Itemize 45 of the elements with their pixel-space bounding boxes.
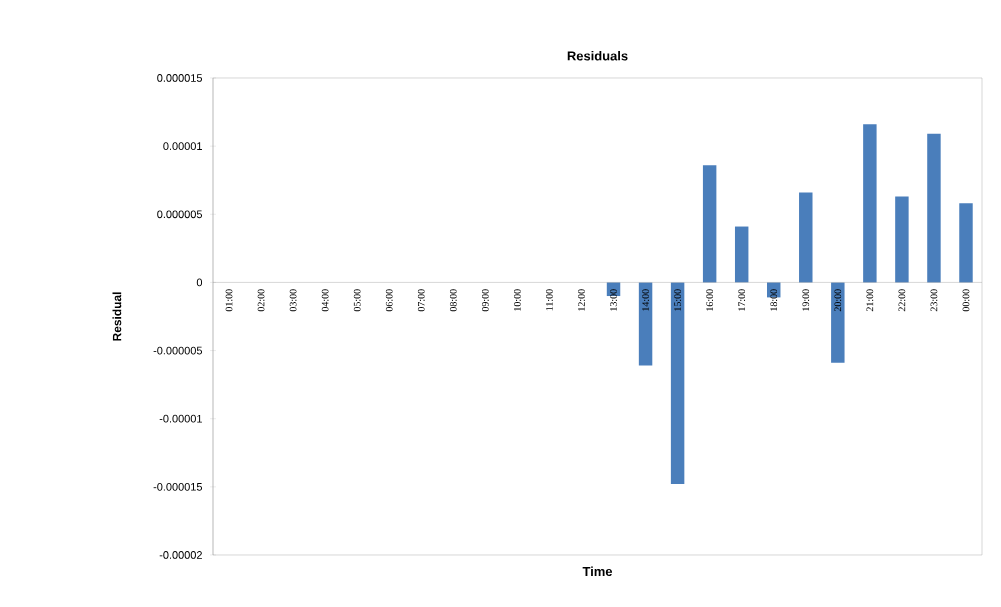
y-tick-label: 0.000015 — [157, 74, 203, 82]
x-tick-label: 06:00 — [385, 289, 393, 312]
y-tick-label: -0.00002 — [159, 551, 202, 559]
x-tick-label: 20:00 — [834, 289, 842, 312]
bar — [831, 282, 845, 363]
x-tick-label: 08:00 — [449, 289, 457, 312]
y-tick-label: -0.00001 — [159, 414, 202, 423]
x-tick-label: 17:00 — [738, 289, 746, 311]
bar — [638, 282, 653, 366]
bar — [799, 192, 813, 283]
x-tick-label: 15:00 — [674, 289, 681, 311]
bar — [927, 133, 941, 283]
x-tick-label: 02:00 — [257, 289, 265, 312]
bar — [959, 203, 973, 283]
x-tick-label: 05:00 — [353, 289, 361, 312]
x-tick-label: 04:00 — [321, 289, 329, 312]
bar — [670, 282, 685, 485]
x-tick-label: 23:00 — [930, 289, 938, 312]
x-tick-label: 22:00 — [898, 289, 906, 312]
x-tick-label: 07:00 — [417, 289, 425, 312]
x-tick-label: 00:00 — [962, 289, 970, 312]
x-tick-label: 19:00 — [802, 289, 810, 311]
x-tick-label: 14:00 — [642, 289, 649, 311]
y-tick-label: 0.00001 — [163, 142, 202, 151]
x-tick-label: 01:00 — [225, 289, 233, 312]
bar — [734, 226, 749, 283]
y-tick-label: -0.000005 — [153, 346, 203, 355]
x-tick-label: 12:00 — [578, 289, 585, 311]
bar — [863, 124, 877, 283]
bar — [702, 165, 717, 283]
bar — [895, 196, 909, 283]
x-tick-label: 03:00 — [289, 289, 297, 312]
x-tick-label: 10:00 — [514, 289, 521, 311]
x-tick-label: 18:00 — [770, 289, 778, 311]
y-tick-label: -0.000015 — [153, 482, 203, 491]
y-tick-label: 0.000005 — [157, 210, 203, 219]
x-tick-label: 11:00 — [546, 289, 553, 311]
y-axis-title: Residual — [112, 292, 122, 341]
x-tick-label: 13:00 — [610, 289, 617, 311]
chart-title: Residuals — [567, 50, 628, 61]
y-tick-label: 0 — [196, 278, 203, 287]
x-tick-label: 21:00 — [866, 289, 874, 312]
x-axis-title: Time — [582, 566, 613, 577]
x-tick-label: 09:00 — [481, 289, 489, 312]
x-tick-label: 16:00 — [706, 289, 714, 311]
